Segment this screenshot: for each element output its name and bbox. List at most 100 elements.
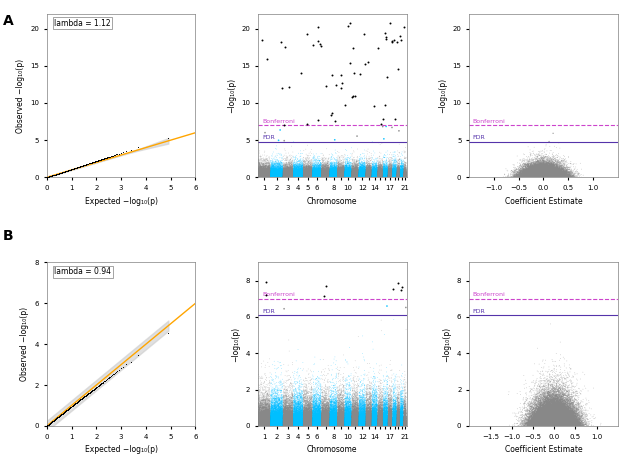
Point (273, 174, 283, 181)
Point (255, 173, 265, 180)
Point (547, 171, 557, 179)
Point (541, 169, 551, 177)
Point (333, 173, 343, 180)
Point (346, 173, 356, 180)
Point (396, 413, 406, 420)
Point (540, 171, 550, 179)
Point (319, 170, 329, 178)
Point (552, 420, 562, 427)
Point (322, 415, 332, 423)
Point (318, 404, 328, 411)
Point (524, 173, 534, 180)
Point (394, 413, 404, 420)
Point (296, 419, 306, 426)
Point (304, 417, 314, 425)
Point (398, 409, 408, 416)
Point (266, 173, 276, 180)
Point (344, 169, 354, 176)
Point (301, 420, 311, 427)
Point (339, 418, 349, 425)
Point (316, 414, 326, 421)
Point (256, 420, 266, 427)
Point (342, 169, 352, 177)
Point (544, 409, 553, 416)
Point (256, 173, 266, 180)
Point (535, 169, 545, 177)
Point (547, 415, 557, 422)
Point (328, 416, 338, 424)
Point (368, 172, 378, 180)
Point (301, 174, 311, 181)
Point (270, 421, 280, 428)
Point (311, 405, 321, 413)
Point (545, 420, 555, 427)
Point (541, 419, 551, 426)
Point (542, 422, 552, 429)
Point (531, 169, 541, 176)
Point (565, 420, 575, 427)
Point (542, 421, 552, 429)
Point (393, 169, 403, 177)
Point (47, 418, 57, 425)
Point (549, 421, 559, 429)
Point (557, 412, 567, 420)
Point (557, 174, 567, 181)
Point (547, 421, 557, 429)
Point (542, 408, 552, 415)
Point (532, 169, 542, 177)
Point (295, 419, 305, 426)
Point (554, 417, 564, 425)
Point (338, 422, 348, 429)
Point (355, 173, 365, 180)
Point (326, 167, 336, 174)
Point (321, 169, 331, 176)
Point (535, 173, 545, 180)
Point (263, 420, 273, 427)
Point (361, 421, 371, 429)
Point (355, 420, 365, 427)
Point (289, 170, 299, 177)
Point (276, 169, 286, 177)
Point (547, 171, 557, 178)
Point (393, 422, 403, 430)
Point (548, 414, 558, 422)
Point (544, 386, 553, 393)
Point (312, 164, 322, 172)
Point (525, 171, 535, 179)
Point (324, 417, 334, 425)
Point (346, 167, 356, 174)
Point (547, 173, 557, 180)
Point (327, 169, 337, 177)
Point (548, 417, 558, 425)
Point (54, 170, 64, 177)
Point (394, 174, 404, 181)
Point (328, 419, 338, 426)
Point (257, 173, 267, 180)
Point (313, 401, 323, 409)
Point (272, 419, 282, 426)
Point (354, 172, 364, 180)
Point (534, 409, 544, 416)
Point (256, 419, 266, 426)
Point (275, 173, 285, 180)
Point (341, 415, 351, 423)
Point (275, 418, 285, 425)
Point (359, 420, 369, 427)
Point (329, 172, 339, 180)
Point (319, 410, 329, 417)
Point (274, 173, 284, 180)
Point (363, 168, 373, 175)
Point (543, 171, 553, 179)
Point (548, 170, 558, 177)
Point (356, 421, 366, 429)
Point (551, 418, 561, 425)
Point (366, 415, 376, 423)
Point (553, 174, 563, 181)
Point (552, 406, 562, 414)
Point (541, 409, 551, 417)
Point (540, 172, 550, 179)
Point (290, 164, 300, 172)
Point (47, 172, 57, 180)
Point (283, 172, 293, 180)
Point (333, 165, 343, 173)
